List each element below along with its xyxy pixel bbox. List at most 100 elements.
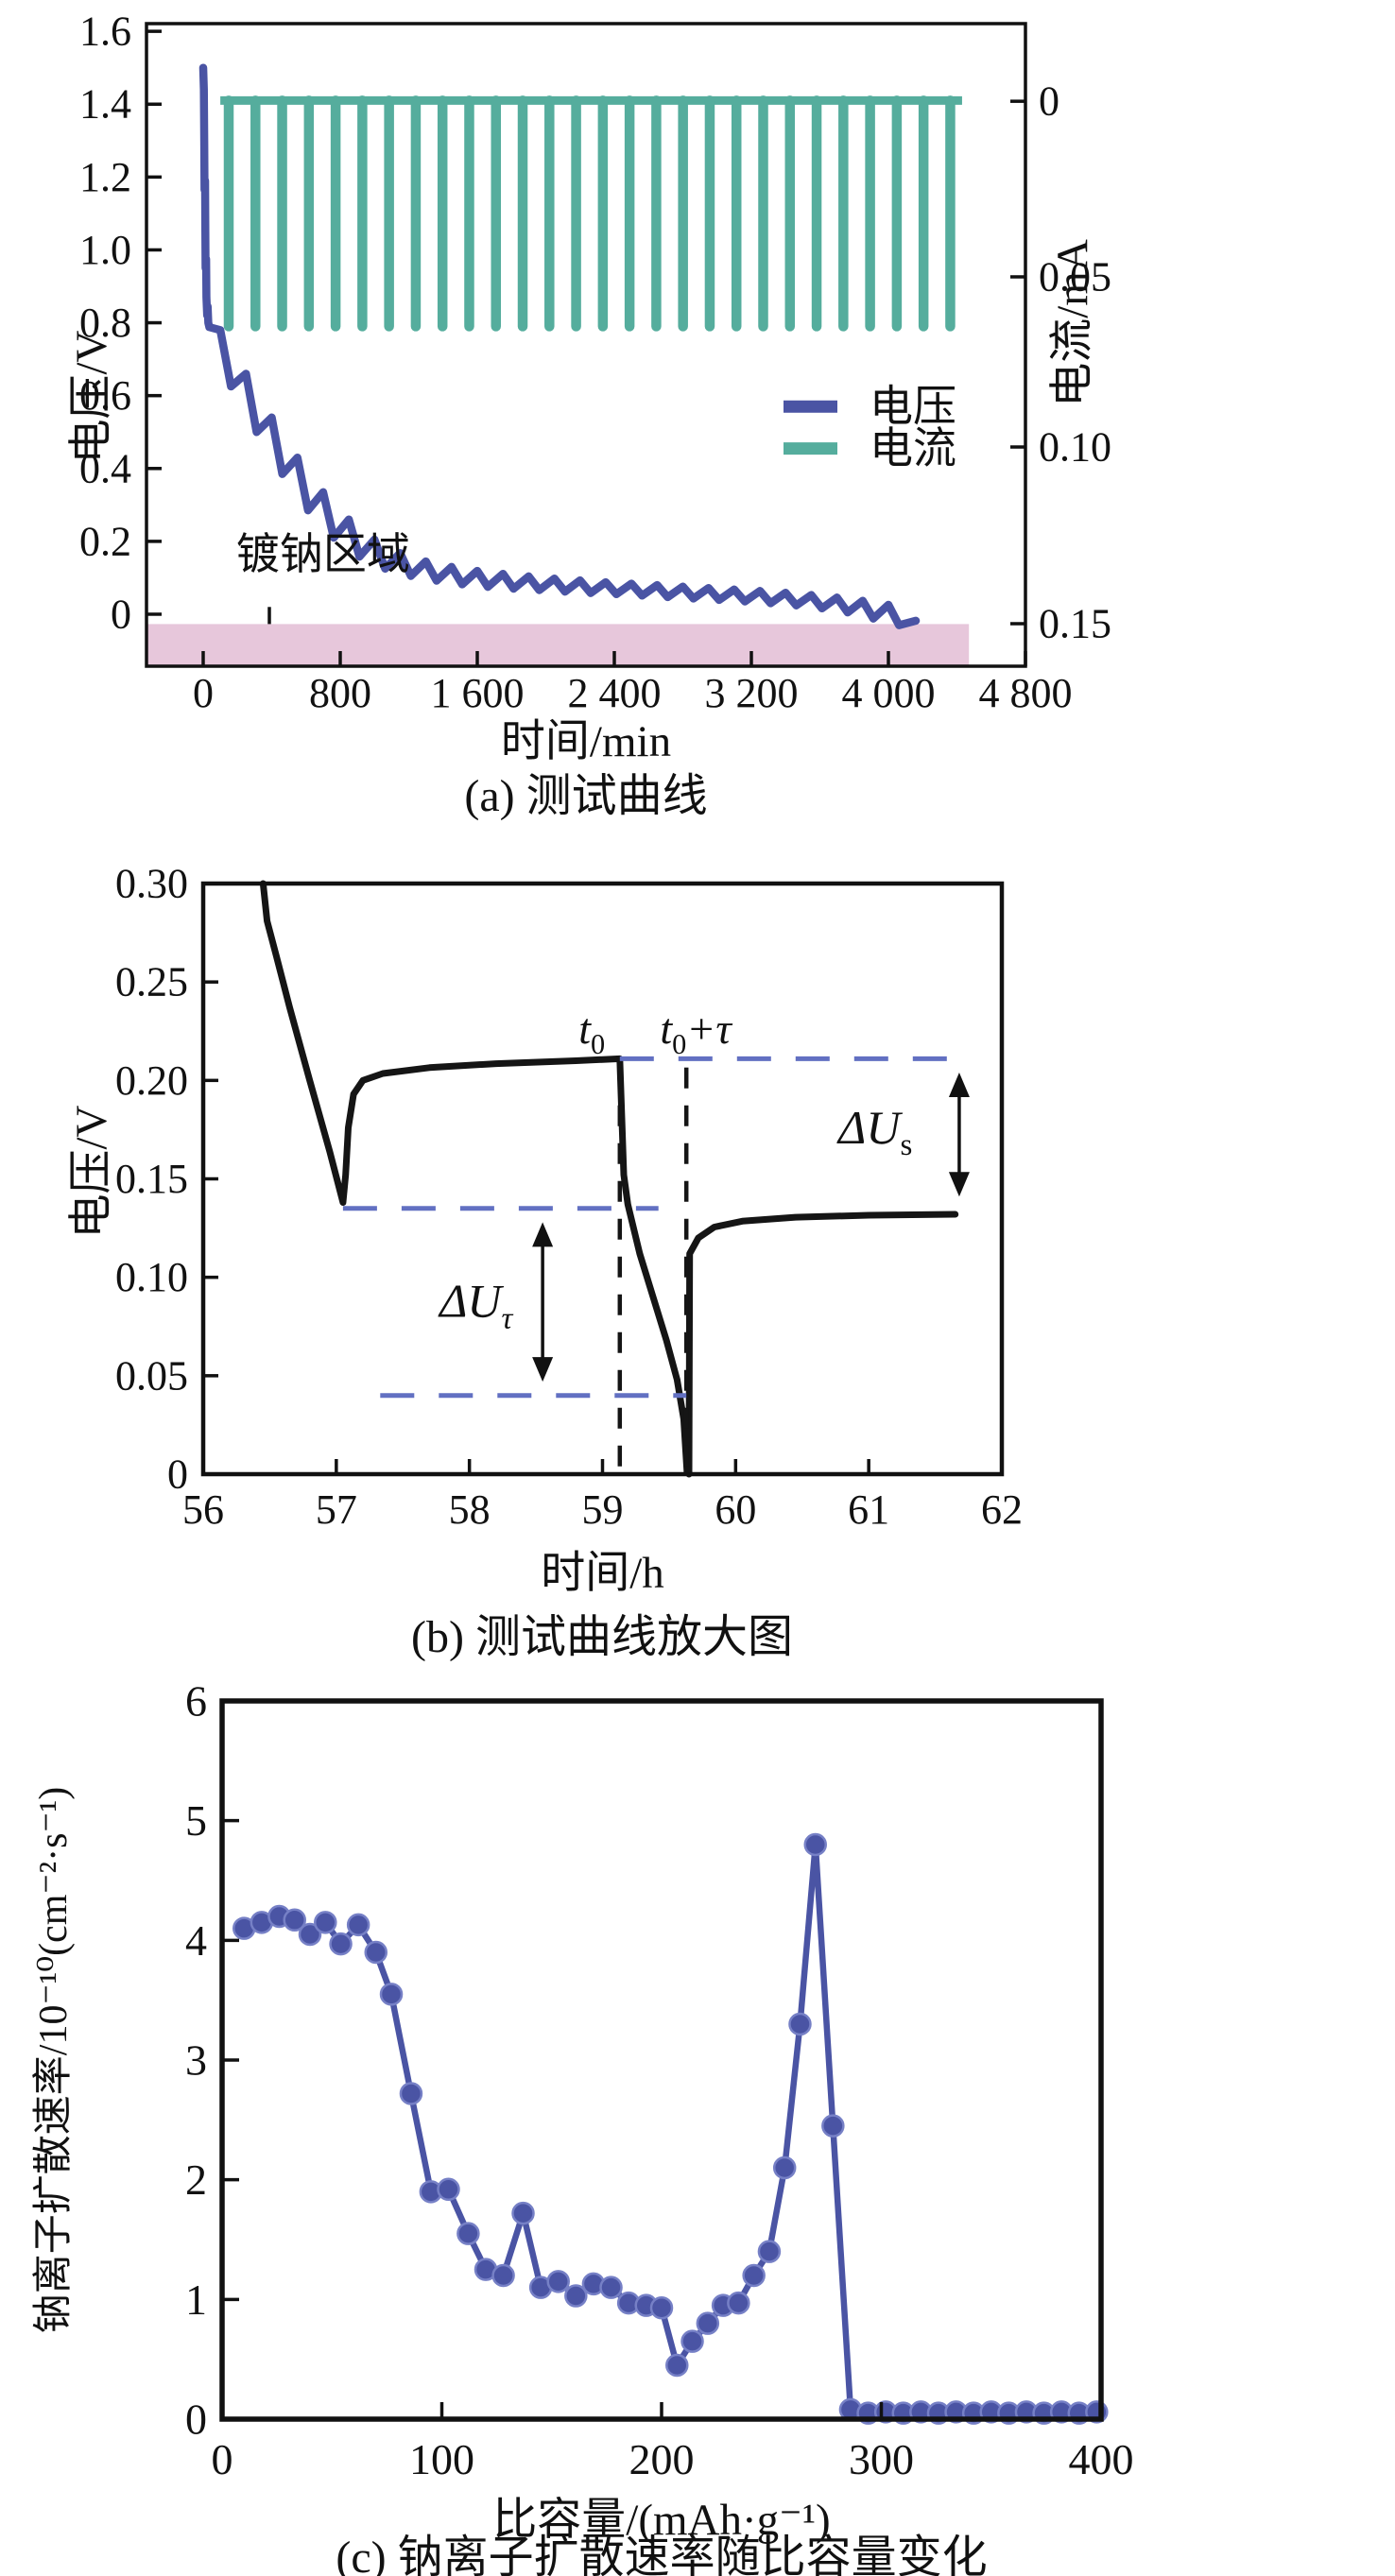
data-point <box>283 1908 306 1932</box>
y2-tick-label: 0.10 <box>1039 424 1111 471</box>
x-tick-label: 200 <box>629 2435 695 2483</box>
legend-label: 电流 <box>870 424 956 472</box>
y-tick-label: 0 <box>185 2396 207 2444</box>
x-tick-label: 0 <box>193 670 214 716</box>
x-tick-label: 58 <box>449 1486 491 1533</box>
data-point <box>680 2329 704 2353</box>
plating-region-label: 镀钠区域 <box>236 530 410 578</box>
x-tick-label: 800 <box>309 670 371 716</box>
data-point <box>456 2222 480 2245</box>
y-tick-label: 5 <box>185 1796 207 1845</box>
diffusion-series-line <box>243 1841 1097 2416</box>
data-point <box>599 2275 623 2299</box>
data-point <box>772 2155 797 2180</box>
data-point <box>364 1940 388 1965</box>
data-point <box>821 2114 845 2138</box>
plot-frame <box>200 881 1005 1477</box>
x-axis-label: 时间/h <box>541 1549 664 1598</box>
data-point <box>788 2012 812 2036</box>
x-tick-label: 59 <box>582 1486 624 1533</box>
y2-tick-label: 0.05 <box>1039 253 1111 300</box>
data-point <box>298 1922 322 1947</box>
gitt-zoom-chart: t0 t0+τ ΔUτ ΔUs 56 57 58 59 60 61 62 0 0.05 0.10 0.15 0… <box>67 861 1023 1663</box>
y-tick-label: 0.20 <box>115 1057 188 1104</box>
data-point <box>491 2263 515 2288</box>
y-tick-label: 0.05 <box>115 1352 188 1399</box>
voltage-series <box>198 63 921 629</box>
data-point <box>511 2201 535 2225</box>
panel-caption: (b) 测试曲线放大图 <box>411 1612 793 1662</box>
x-tick-label: 100 <box>409 2435 474 2483</box>
x-axis-label: 比容量/(mAh·g⁻¹) <box>492 2496 830 2545</box>
y-tick-label: 0.8 <box>79 300 131 346</box>
y-tick-label: 1 <box>185 2275 207 2324</box>
data-point <box>696 2311 720 2335</box>
x-tick-label: 4 800 <box>979 670 1073 716</box>
y2-tick-label: 0 <box>1039 78 1059 125</box>
y2-tick-label: 0.15 <box>1039 601 1111 647</box>
y-tick-label: 1.2 <box>79 154 131 200</box>
delta-u-tau-arrow-head-down <box>532 1357 554 1382</box>
y-tick-label: 0 <box>111 591 131 637</box>
x-tick-label: 4 000 <box>841 670 935 716</box>
y-tick-label: 0.25 <box>115 959 188 1005</box>
x-tick-label: 56 <box>182 1486 224 1533</box>
sodium-plating-region <box>146 624 970 666</box>
y-tick-label: 6 <box>185 1677 207 1726</box>
y-tick-label: 1.4 <box>79 81 131 128</box>
t0-tau-label: t0+τ <box>660 1005 732 1060</box>
y-tick-label: 1.0 <box>79 227 131 273</box>
y-tick-label: 0.6 <box>79 372 131 419</box>
data-point <box>803 1832 827 1857</box>
y-tick-label: 2 <box>185 2155 207 2204</box>
x-tick-label: 61 <box>848 1486 889 1533</box>
data-point <box>546 2270 570 2293</box>
delta-u-s-arrow-head-up <box>948 1073 970 1097</box>
x-tick-label: 0 <box>212 2435 233 2483</box>
data-point <box>649 2295 674 2320</box>
data-point <box>314 1911 337 1934</box>
x-tick-label: 3 200 <box>704 670 798 716</box>
y-tick-label: 0.30 <box>115 861 188 907</box>
data-point <box>399 2082 423 2105</box>
legend-label: 电压 <box>870 383 956 431</box>
y-tick-label: 0 <box>167 1451 188 1498</box>
delta-u-tau-arrow-head-up <box>532 1222 554 1247</box>
data-point <box>727 2291 750 2315</box>
x-tick-label: 60 <box>715 1486 756 1533</box>
panel-caption: (c) 钠离子扩散速率随比容量变化 <box>336 2533 987 2576</box>
y-axis-label: 电压/V <box>67 330 116 463</box>
x-axis-label: 时间/min <box>501 717 671 766</box>
data-point <box>329 1932 353 1956</box>
data-point <box>379 1983 404 2006</box>
data-point <box>665 2353 689 2378</box>
data-point <box>346 1913 370 1937</box>
y-axis-label: 钠离子扩散速率/10⁻¹⁰(cm⁻²·s⁻¹) <box>31 1787 76 2333</box>
x-tick-label: 1 600 <box>430 670 524 716</box>
x-tick-label: 57 <box>316 1486 357 1533</box>
delta-u-tau-label: ΔUτ <box>438 1274 513 1335</box>
y-tick-label: 4 <box>185 1916 207 1965</box>
voltage-zoom-curve <box>259 880 959 1478</box>
plot-frame <box>145 22 1027 668</box>
y-tick-label: 0.15 <box>115 1156 188 1202</box>
x-tick-label: 2 400 <box>567 670 661 716</box>
x-tick-label: 400 <box>1069 2435 1134 2483</box>
y-axis-label: 电压/V <box>67 1105 116 1238</box>
y-tick-label: 3 <box>185 2036 207 2085</box>
y-tick-label: 0.2 <box>79 518 131 564</box>
y2-axis-label: 电流/mA <box>1048 239 1097 407</box>
x-tick-label: 300 <box>849 2435 914 2483</box>
y-tick-label: 0.4 <box>79 445 131 491</box>
data-point <box>564 2284 588 2308</box>
data-point <box>757 2240 782 2263</box>
t0-label: t0 <box>578 1005 605 1060</box>
data-point <box>437 2177 460 2202</box>
delta-u-s-label: ΔUs <box>836 1101 912 1162</box>
data-point <box>742 2263 766 2288</box>
diffusion-rate-chart: 0 100 200 300 400 0 1 2 3 4 5 6 比容量/(mAh·g⁻¹) 钠离子扩散速率… <box>31 1677 1134 2576</box>
delta-u-s-arrow-head-down <box>948 1172 970 1197</box>
